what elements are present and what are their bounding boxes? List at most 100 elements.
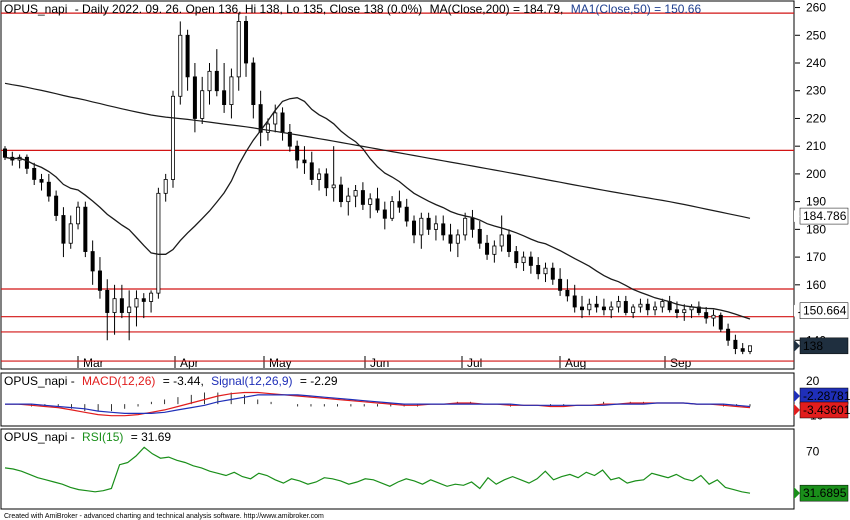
price-layer: 140150160170180190200210220230240250260M… [1,1,849,370]
candle-body [470,217,475,230]
candle-body [733,339,738,349]
price-y-tick-label: 180 [806,222,826,236]
candle-body [214,70,219,92]
candle-body [426,217,431,230]
candle-body [631,306,636,313]
candle-body [32,167,37,180]
candle-body [704,312,709,319]
macd-symbol: OPUS_napi - [4,374,75,388]
candle-body [572,295,577,308]
candle-body [251,62,256,105]
candle-body [616,301,621,308]
candle-body [550,267,555,280]
candle-body [448,234,453,244]
candle-body [3,148,8,158]
candle-body [623,301,628,313]
rsi-panel [0,428,795,510]
candle-body [273,112,278,125]
candle-body [404,206,409,222]
candle-body [638,303,643,308]
price-y-tick-label: 170 [806,250,826,264]
rsi-last-tag-pointer [794,487,800,500]
ma200-last-tag-pointer [794,210,800,223]
candle-body [748,345,753,352]
month-label: Jul [467,356,482,370]
candle-body [412,220,417,236]
close-last-value: 138 [803,339,823,353]
candle-body [601,306,606,311]
candle-body [477,228,482,244]
candle-body [244,21,249,64]
footer-credit: Created with AmiBroker - advanced charti… [4,513,324,520]
candle-body [112,298,117,313]
candle-body [24,156,29,169]
macd-line [5,391,751,417]
macd-layer: 20-10-2.28781-3.43601 [5,374,850,423]
candle-body [674,309,679,313]
candle-body [682,309,687,313]
ma50-last-tag-pointer [794,304,800,317]
candle-body [127,306,132,313]
price-y-tick-label: 200 [806,167,826,181]
candle-body [200,90,205,119]
candle-body [543,267,548,275]
candle-body [119,298,124,313]
candle-body [141,298,146,302]
price-y-tick-label: 190 [806,195,826,209]
signal-legend-value: = -2.29 [300,374,338,388]
candle-body [594,303,599,308]
candle-body [390,201,395,219]
price-y-tick-label: 240 [806,56,826,70]
candle-body [265,123,270,133]
candle-body [565,289,570,297]
price-panel [0,0,795,370]
candle-body [346,195,351,203]
rsi-y-tick-label: 70 [806,445,820,459]
candle-body [506,234,511,252]
candle-body [485,242,490,255]
candle-body [726,328,731,341]
month-label: Aug [565,356,586,370]
ma200-legend: MA(Close,200) = 184.79, [430,2,564,16]
price-y-tick-label: 220 [806,111,826,125]
candle-body [368,198,373,205]
candle-body [419,217,424,236]
month-label: May [269,356,292,370]
candle-body [61,215,66,244]
price-y-tick-label: 160 [806,278,826,292]
candle-body [441,223,446,236]
macd-panel-title: OPUS_napi - MACD(12,26) = -3.44, Signal(… [4,374,338,388]
candle-body [397,201,402,208]
candle-body [39,179,44,183]
candle-body [90,251,95,272]
candle-body [711,314,716,319]
ma50-line [4,97,751,320]
candle-body [97,270,102,291]
macd-legend-value: = -3.44, [163,374,204,388]
price-symbol: OPUS_napi [4,2,67,16]
candle-body [645,303,650,311]
candle-body [455,234,460,244]
candle-body [280,112,285,133]
candle-body [185,34,190,78]
candle-body [317,173,322,180]
candle-body [229,76,234,105]
price-y-tick-label: 250 [806,28,826,42]
candle-body [149,292,154,302]
month-label: Jun [370,356,389,370]
candle-body [178,34,183,97]
candle-body [718,314,723,330]
candle-body [353,190,358,197]
candle-body [660,301,665,308]
candle-body [156,192,161,294]
candle-body [653,306,658,311]
candle-body [536,265,541,275]
candle-body [46,181,51,197]
candle-body [360,190,365,205]
candle-body [324,173,329,189]
rsi-last-value: 31.6895 [803,486,847,500]
candle-body [514,251,519,264]
rsi-legend-value: = 31.69 [131,430,172,444]
candle-body [331,184,336,189]
candle-body [609,306,614,311]
